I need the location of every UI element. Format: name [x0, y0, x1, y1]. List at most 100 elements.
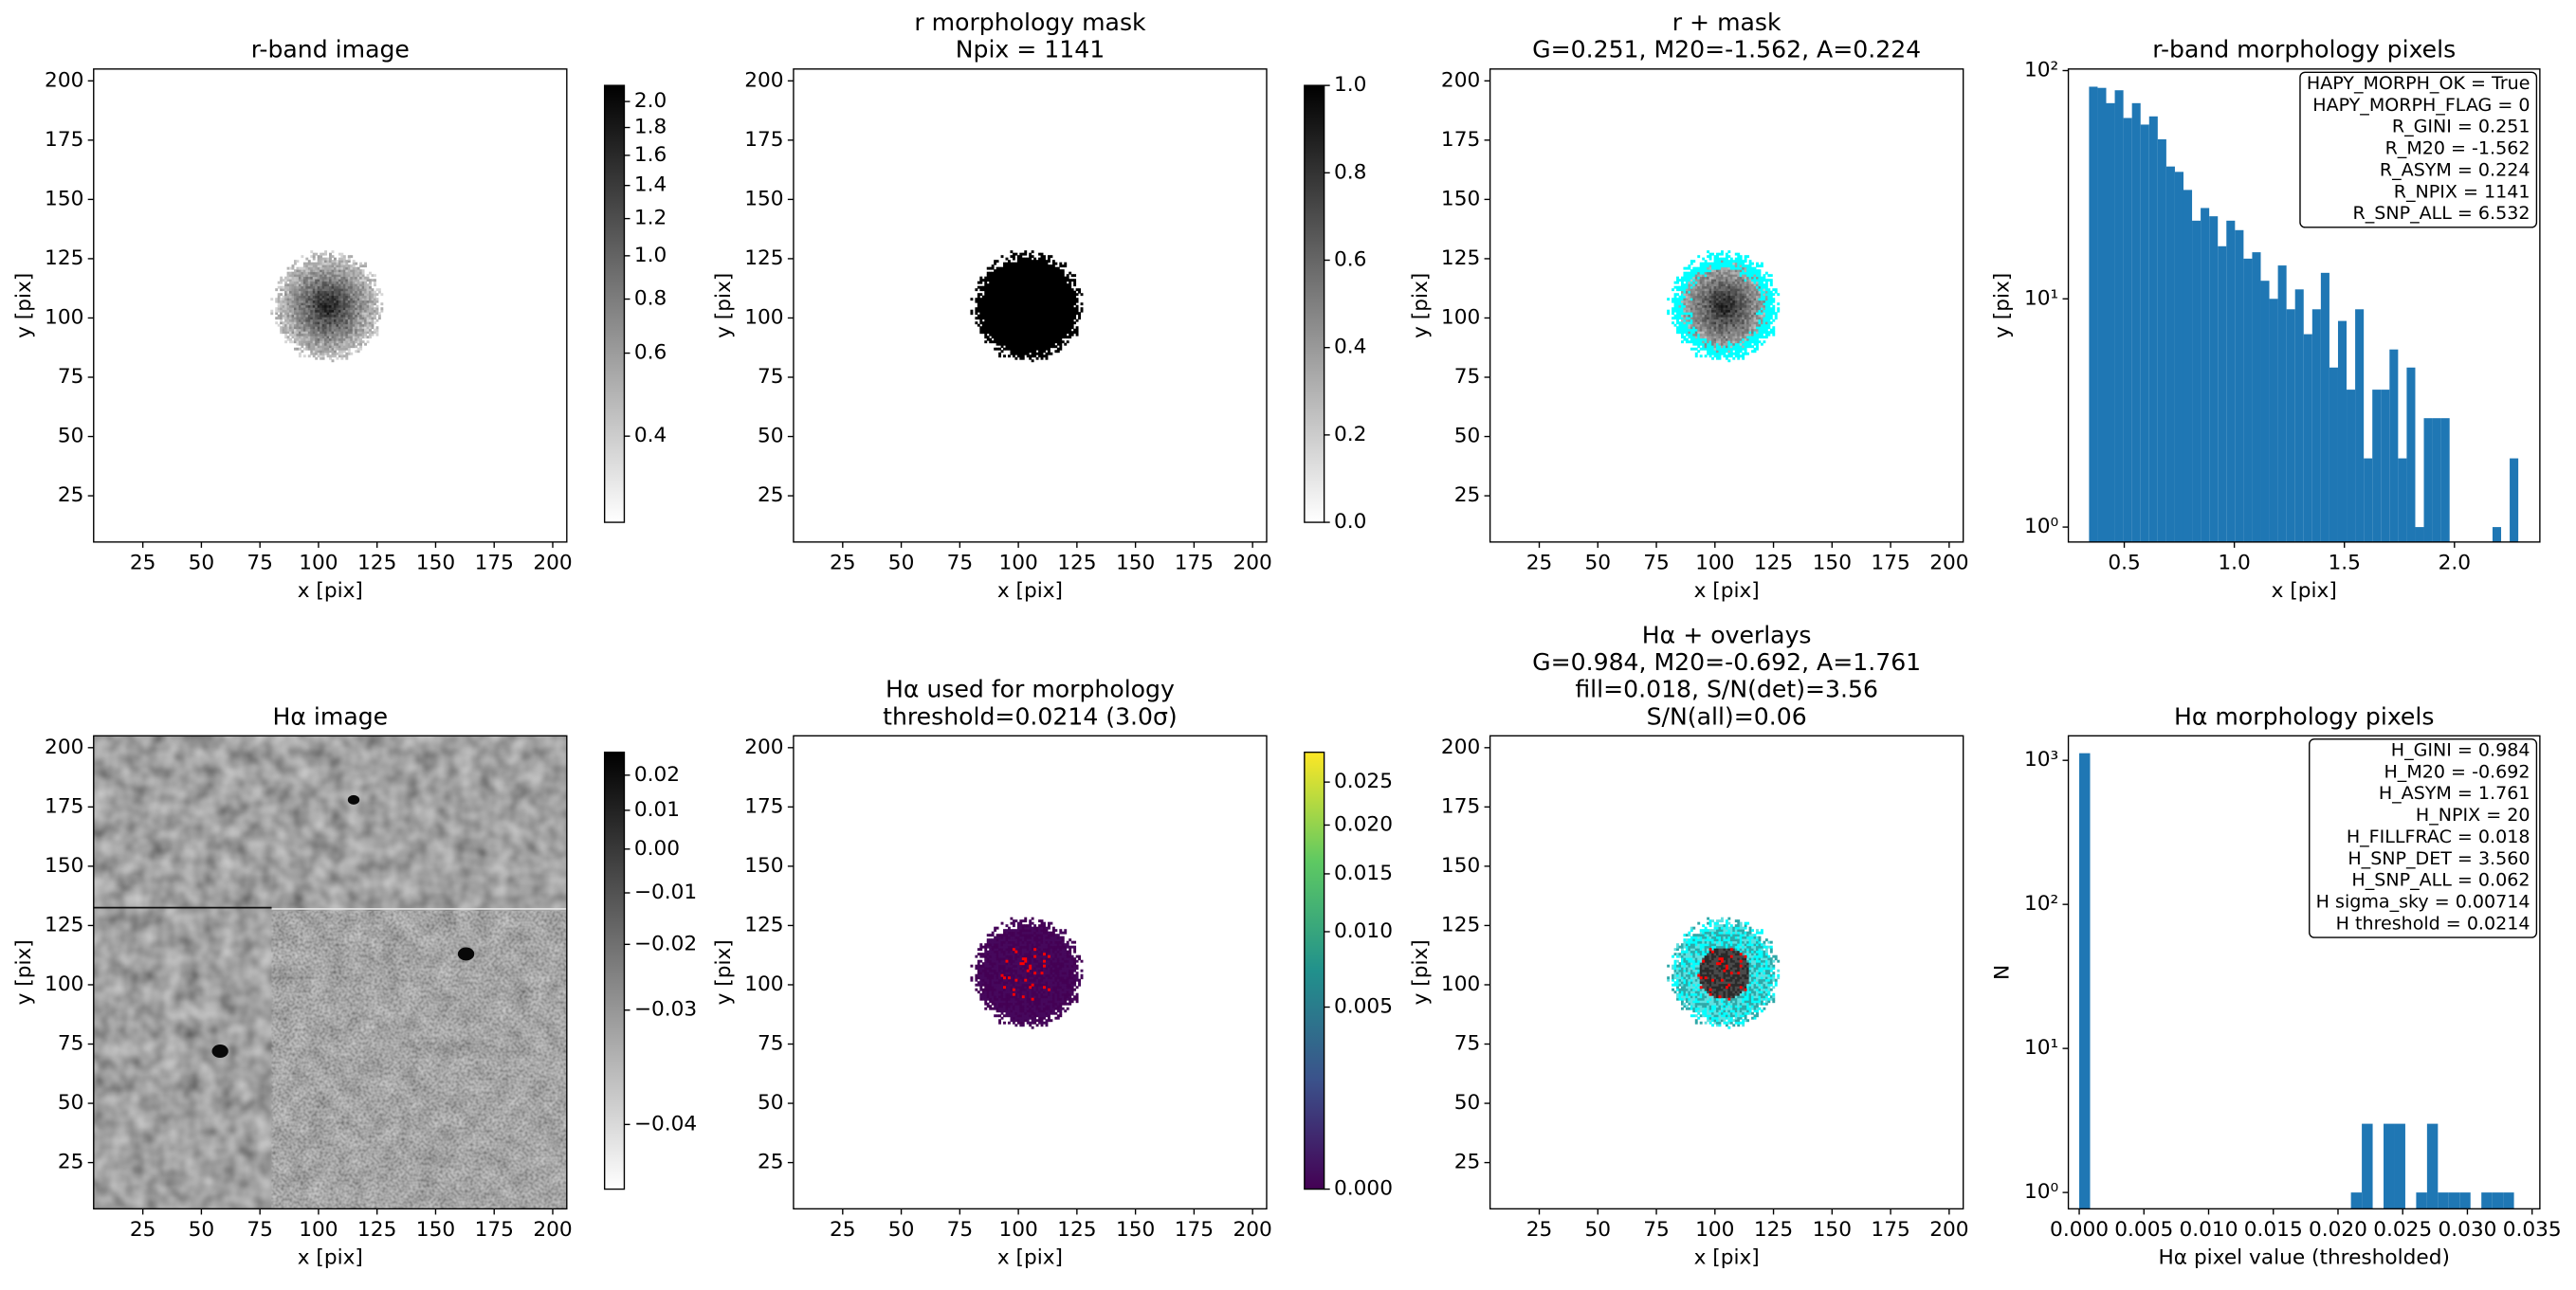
image-pixel: [338, 266, 341, 270]
image-pixel: [310, 318, 314, 322]
image-pixel: [1069, 279, 1072, 282]
image-pixel: [1764, 285, 1768, 289]
image-pixel: [331, 354, 335, 358]
image-pixel: [1021, 337, 1025, 341]
image-pixel: [1045, 352, 1049, 355]
image-pixel: [301, 269, 304, 273]
image-pixel: [326, 285, 330, 289]
image-pixel: [1003, 274, 1006, 278]
image-pixel: [310, 323, 314, 327]
image-pixel: [1739, 266, 1743, 270]
image-pixel: [998, 266, 1002, 270]
image-pixel: [1672, 317, 1674, 320]
image-pixel: [1718, 300, 1722, 303]
image-pixel: [352, 314, 356, 318]
image-pixel: [1003, 295, 1006, 299]
image-pixel: [1777, 293, 1781, 297]
image-pixel: [289, 333, 292, 336]
image-pixel: [1756, 271, 1759, 275]
image-pixel: [1026, 257, 1030, 261]
image-pixel: [1748, 321, 1752, 325]
image-pixel: [356, 347, 360, 351]
image-pixel: [1764, 314, 1768, 318]
image-pixel: [1708, 288, 1712, 292]
image-pixel: [347, 312, 351, 316]
image-pixel: [1012, 274, 1015, 278]
image-pixel: [1005, 314, 1009, 318]
image-pixel: [350, 340, 354, 344]
image-pixel: [320, 276, 323, 280]
image-pixel: [1019, 290, 1023, 294]
image-pixel: [1035, 262, 1039, 265]
image-pixel: [277, 302, 281, 306]
image-pixel: [1024, 250, 1028, 254]
image-pixel: [1061, 274, 1065, 278]
image-pixel: [342, 317, 346, 320]
image-pixel: [1702, 304, 1706, 308]
image-pixel: [342, 307, 346, 311]
image-pixel: [1043, 333, 1046, 336]
image-pixel: [355, 295, 358, 299]
image-pixel: [986, 290, 990, 294]
image-pixel: [1035, 356, 1039, 360]
image-pixel: [1066, 307, 1069, 311]
image-pixel: [1692, 266, 1696, 270]
image-pixel: [1038, 326, 1042, 330]
image-pixel: [1029, 333, 1032, 336]
image-pixel: [1742, 317, 1745, 320]
image-pixel: [352, 279, 356, 282]
image-pixel: [1737, 269, 1741, 273]
image-pixel: [336, 304, 339, 308]
x-axis-label: x [pix]: [298, 579, 363, 603]
image-pixel: [1702, 257, 1706, 261]
image-pixel: [364, 333, 368, 336]
image-pixel: [342, 257, 346, 261]
image-pixel: [1737, 252, 1741, 256]
image-pixel: [1756, 317, 1759, 320]
image-pixel: [1059, 312, 1063, 316]
image-pixel: [1725, 340, 1728, 344]
image-pixel: [1005, 302, 1009, 306]
image-pixel: [975, 317, 978, 320]
image-pixel: [1692, 347, 1696, 351]
image-pixel: [998, 293, 1002, 297]
image-pixel: [1003, 333, 1006, 336]
image-pixel: [996, 285, 999, 289]
image-pixel: [1026, 354, 1030, 358]
image-pixel: [333, 317, 337, 320]
image-pixel: [991, 938, 995, 942]
image-pixel: [355, 318, 358, 322]
image-pixel: [1021, 318, 1025, 322]
image-pixel: [1746, 264, 1750, 268]
image-pixel: [296, 295, 300, 299]
image-pixel: [1744, 347, 1747, 351]
image-pixel: [1702, 333, 1706, 336]
image-pixel: [1708, 321, 1712, 325]
image-pixel: [1713, 293, 1717, 297]
image-pixel: [1069, 326, 1072, 330]
image-pixel: [329, 283, 332, 287]
image-pixel: [1764, 300, 1768, 303]
image-pixel: [338, 298, 341, 301]
image-pixel: [979, 992, 983, 996]
image-pixel: [307, 295, 311, 299]
image-pixel: [282, 300, 285, 303]
image-pixel: [1758, 295, 1762, 299]
image-pixel: [1744, 326, 1747, 330]
image-pixel: [1003, 302, 1006, 306]
image-pixel: [1694, 312, 1698, 316]
image-pixel: [326, 345, 330, 349]
image-pixel: [1718, 264, 1722, 268]
x-tick-label: 150: [1813, 551, 1852, 574]
image-pixel: [1010, 333, 1014, 336]
image-pixel: [1699, 307, 1703, 311]
image-pixel: [1026, 264, 1030, 268]
image-pixel: [1748, 295, 1752, 299]
image-pixel: [342, 302, 346, 306]
image-pixel: [1059, 342, 1063, 346]
image-pixel: [1739, 333, 1743, 336]
image-pixel: [1678, 309, 1682, 313]
image-pixel: [1070, 279, 1074, 282]
image-pixel: [1727, 318, 1731, 322]
image-pixel: [284, 288, 288, 292]
